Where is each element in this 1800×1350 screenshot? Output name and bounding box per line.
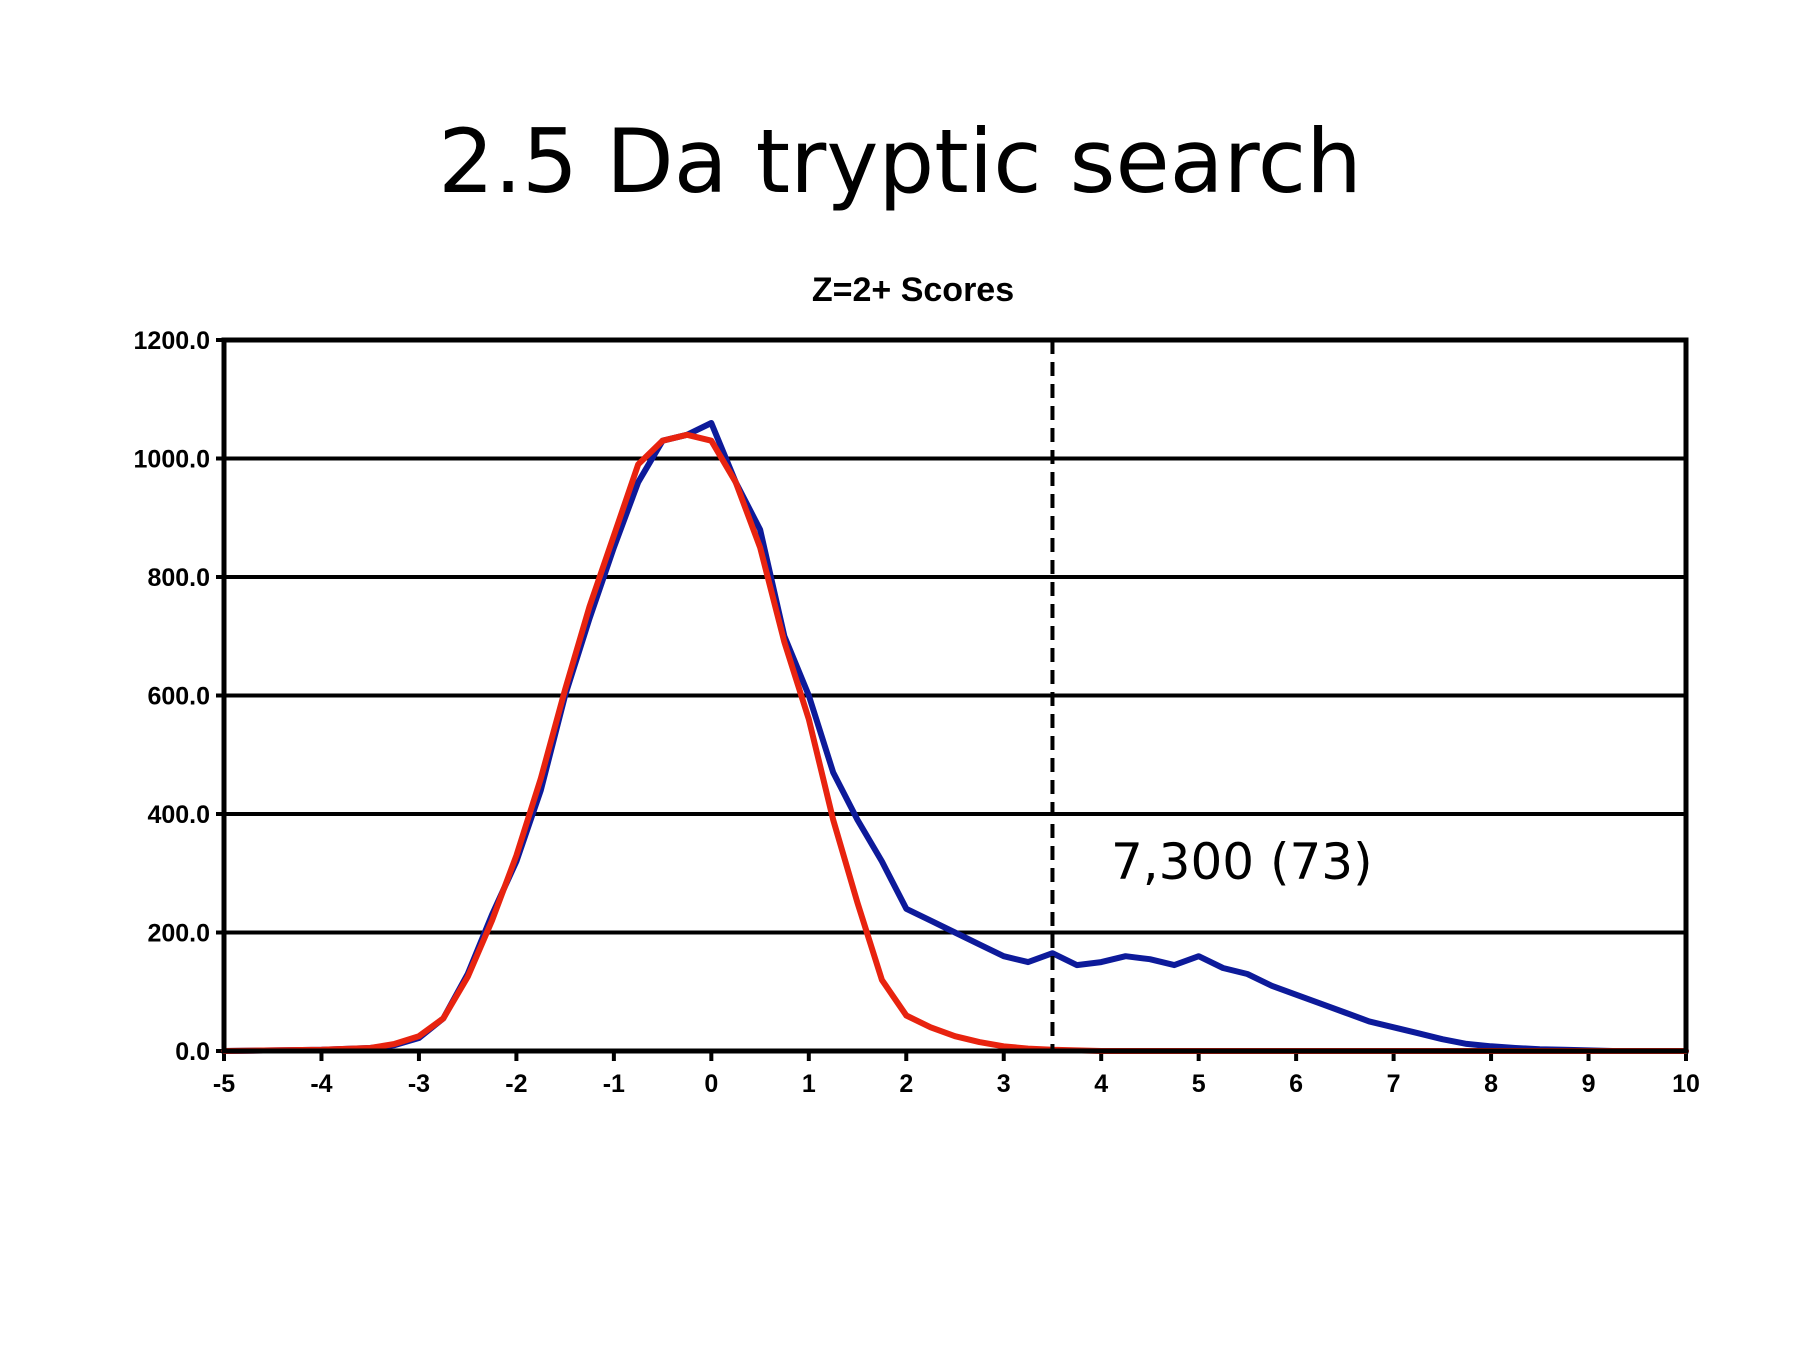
x-axis-ticks: -5 -4 -3 -2 -1 0 1 2 3 4 5 6 7 8 9 10 (213, 1051, 1700, 1098)
x-tick-label: 1 (802, 1070, 816, 1098)
x-tick-label: 5 (1192, 1070, 1206, 1098)
x-tick-label: -5 (213, 1070, 235, 1098)
y-tick-label: 1000.0 (134, 446, 210, 474)
y-axis-ticks: 0.0 200.0 400.0 600.0 800.0 1000.0 1200.0 (134, 327, 224, 1066)
x-tick-label: -2 (505, 1070, 527, 1098)
slide-title: 2.5 Da tryptic search (438, 110, 1362, 213)
y-tick-label: 0.0 (175, 1038, 210, 1066)
chart-title: Z=2+ Scores (812, 271, 1014, 309)
y-tick-label: 200.0 (147, 920, 210, 948)
series-line-red (221, 431, 1689, 1054)
y-tick-label: 400.0 (147, 801, 210, 829)
y-tick-label: 1200.0 (134, 327, 210, 355)
plot-frame (221, 337, 1689, 1054)
x-tick-label: 6 (1289, 1070, 1303, 1098)
gridlines (224, 338, 1686, 1053)
x-tick-label: 0 (704, 1070, 718, 1098)
x-tick-label: 2 (899, 1070, 913, 1098)
annotation-count: 7,300 (73) (1111, 833, 1373, 891)
series-line-blue (221, 420, 1689, 1054)
x-tick-label: 3 (997, 1070, 1011, 1098)
x-tick-label: 8 (1484, 1070, 1498, 1098)
series-lines (221, 420, 1689, 1054)
x-tick-label: 9 (1582, 1070, 1596, 1098)
x-tick-label: 7 (1387, 1070, 1401, 1098)
x-tick-label: -3 (408, 1070, 430, 1098)
y-tick-label: 800.0 (147, 564, 210, 592)
x-tick-label: -4 (310, 1070, 332, 1098)
x-tick-label: -1 (603, 1070, 625, 1098)
y-tick-label: 600.0 (147, 683, 210, 711)
x-tick-label: 4 (1094, 1070, 1108, 1098)
x-tick-label: 10 (1672, 1070, 1700, 1098)
